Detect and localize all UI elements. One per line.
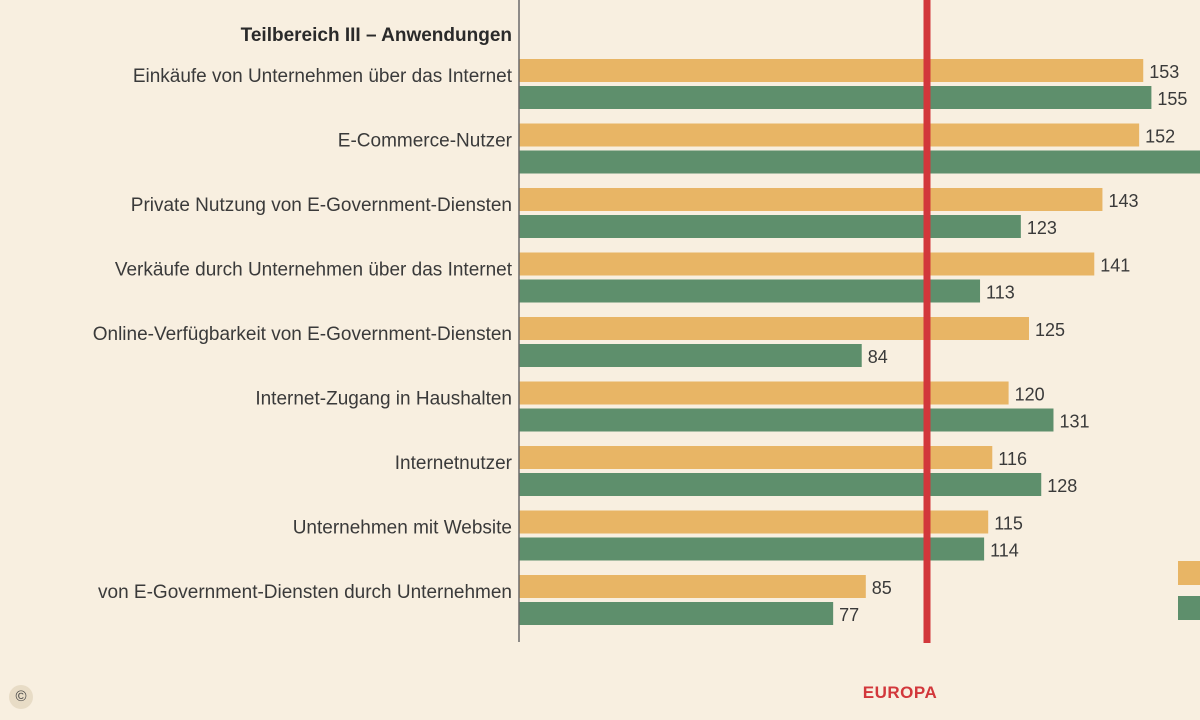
value-label: 125 <box>1035 320 1065 340</box>
bar-series-2 <box>519 408 1054 432</box>
value-label: 131 <box>1059 412 1089 432</box>
value-label: 141 <box>1100 256 1130 276</box>
category-label: Unternehmen mit Website <box>293 518 512 539</box>
value-label: 128 <box>1047 476 1077 496</box>
value-label: 85 <box>872 578 892 598</box>
value-label: 116 <box>998 449 1027 469</box>
bar-series-2 <box>519 344 862 367</box>
bar-series-1 <box>519 188 1103 211</box>
europa-label: EUROPA <box>863 683 937 702</box>
category-label: Private Nutzung von E-Government-Dienste… <box>131 195 512 216</box>
bar-series-2 <box>519 537 985 561</box>
bar-series-2 <box>519 473 1042 496</box>
category-label: Internetnutzer <box>395 453 513 474</box>
legend-swatch-series-2 <box>1178 596 1200 620</box>
bar-series-1 <box>519 252 1095 276</box>
value-label: 120 <box>1015 385 1045 405</box>
category-label: Online-Verfügbarkeit von E-Government-Di… <box>93 324 512 345</box>
bar-series-1 <box>519 317 1029 340</box>
value-label: 84 <box>868 347 888 367</box>
legend <box>1178 561 1200 620</box>
category-label: E-Commerce-Nutzer <box>338 131 513 152</box>
value-label: 115 <box>994 514 1023 534</box>
bar-series-2 <box>519 86 1152 109</box>
copyright-icon: © <box>9 685 33 709</box>
bar-series-2 <box>519 215 1021 238</box>
bar-series-2 <box>519 150 1200 174</box>
value-labels: 153 155 152 143 123 141 113 125 84 120 131 116 128 11… <box>839 62 1187 625</box>
value-label: 155 <box>1157 89 1187 109</box>
bar-series-1 <box>519 381 1009 405</box>
bar-series-1 <box>519 510 989 534</box>
value-label: 77 <box>839 605 859 625</box>
value-label: 143 <box>1108 191 1138 211</box>
category-labels: Einkäufe von Unternehmen über das Intern… <box>93 66 513 603</box>
bar-series-1 <box>519 123 1140 147</box>
bar-series-1 <box>519 575 866 598</box>
category-label: Verkäufe durch Unternehmen über das Inte… <box>115 260 513 281</box>
value-label: 153 <box>1149 62 1179 82</box>
value-label: 123 <box>1027 218 1057 238</box>
bar-series-2 <box>519 602 834 625</box>
bar-series-1 <box>519 59 1144 82</box>
legend-swatch-series-1 <box>1178 561 1200 585</box>
value-label: 114 <box>990 541 1019 561</box>
category-label: von E-Government-Diensten durch Unterneh… <box>98 582 512 603</box>
category-label: Internet-Zugang in Haushalten <box>255 389 512 410</box>
bar-series-1 <box>519 446 993 469</box>
value-label: 152 <box>1145 127 1175 147</box>
section-title: Teilbereich III – Anwendungen <box>241 25 512 46</box>
bar-series-2 <box>519 279 981 303</box>
bars <box>519 59 1200 625</box>
category-label: Einkäufe von Unternehmen über das Intern… <box>133 66 513 87</box>
value-label: 113 <box>986 283 1015 303</box>
